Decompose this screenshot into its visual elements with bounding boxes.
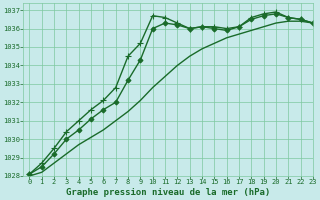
X-axis label: Graphe pression niveau de la mer (hPa): Graphe pression niveau de la mer (hPa) — [66, 188, 270, 197]
